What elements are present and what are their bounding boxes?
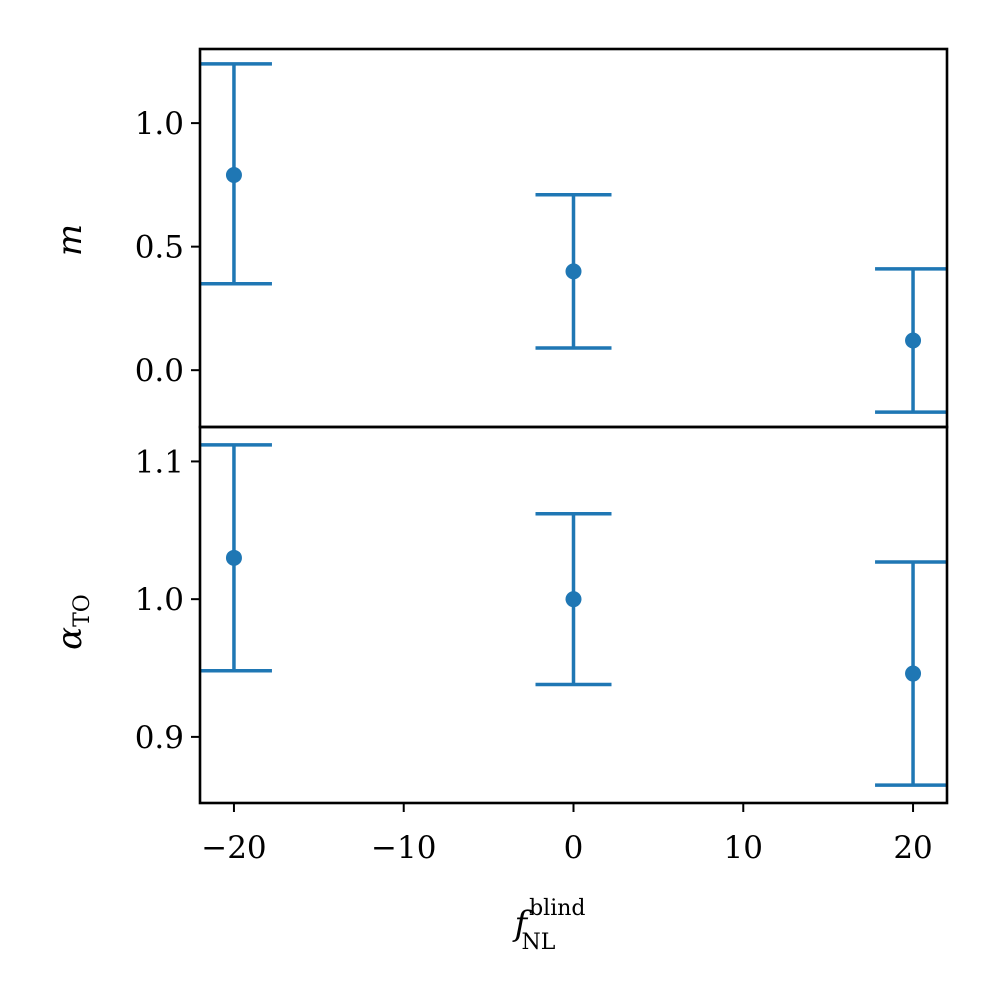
x-tick-label: 10 bbox=[724, 830, 763, 866]
y-tick-label: 0.5 bbox=[135, 230, 184, 266]
x-tick-label: −20 bbox=[201, 830, 266, 866]
data-point bbox=[225, 167, 242, 183]
panel-top-marks bbox=[200, 62, 947, 414]
data-point bbox=[565, 263, 582, 280]
panel-top-y-label: m bbox=[50, 224, 90, 256]
x-tick-label: 0 bbox=[564, 830, 584, 866]
panel-top: 0.0 0.5 1.0 m bbox=[50, 47, 949, 429]
panel-bottom-marks bbox=[200, 443, 947, 787]
x-tick-label: −10 bbox=[371, 830, 436, 866]
y-tick-label: 1.0 bbox=[135, 106, 184, 142]
panel-bottom-y-label: αTO bbox=[50, 594, 95, 650]
y-tick-label: 0.9 bbox=[135, 720, 184, 756]
data-point bbox=[225, 549, 242, 566]
data-point bbox=[565, 591, 582, 608]
data-point bbox=[905, 332, 922, 349]
y-tick-label: 1.1 bbox=[135, 444, 184, 480]
y-tick-label: 0.0 bbox=[135, 353, 184, 389]
data-point bbox=[905, 665, 922, 682]
x-axis-ticks: −20 −10 0 10 20 bbox=[201, 803, 933, 866]
y-tick-label: 1.0 bbox=[135, 582, 184, 618]
panel-bottom-y-ticks: 0.9 1.0 1.1 bbox=[135, 444, 200, 756]
panel-top-y-ticks: 0.0 0.5 1.0 bbox=[135, 106, 200, 389]
x-tick-label: 20 bbox=[893, 830, 932, 866]
